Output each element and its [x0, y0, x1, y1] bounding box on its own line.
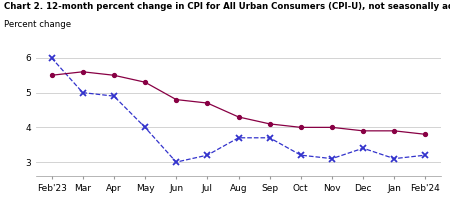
All items less food and energy: [392, 130, 397, 132]
All items: [205, 154, 210, 156]
All items less food and energy: [205, 102, 210, 104]
Text: Percent change: Percent change: [4, 20, 72, 29]
All items: [329, 157, 335, 160]
All items: [80, 91, 86, 94]
All items: [111, 95, 117, 97]
All items less food and energy: [111, 74, 117, 77]
Text: Chart 2. 12-month percent change in CPI for All Urban Consumers (CPI-U), not sea: Chart 2. 12-month percent change in CPI …: [4, 2, 450, 11]
All items: [423, 154, 428, 156]
All items less food and energy: [142, 81, 148, 84]
All items: [360, 147, 366, 150]
All items: [174, 161, 179, 163]
All items less food and energy: [423, 133, 428, 136]
All items less food and energy: [174, 98, 179, 101]
All items less food and energy: [80, 70, 86, 73]
All items less food and energy: [236, 116, 241, 118]
All items: [142, 126, 148, 129]
All items less food and energy: [49, 74, 54, 77]
All items: [267, 136, 272, 139]
All items: [392, 157, 397, 160]
All items less food and energy: [298, 126, 303, 129]
All items less food and energy: [360, 130, 366, 132]
All items less food and energy: [267, 123, 272, 125]
All items: [298, 154, 303, 156]
All items less food and energy: [329, 126, 335, 129]
All items: [49, 57, 54, 59]
Line: All items less food and energy: All items less food and energy: [50, 70, 428, 136]
All items: [236, 136, 241, 139]
Line: All items: All items: [49, 55, 428, 165]
